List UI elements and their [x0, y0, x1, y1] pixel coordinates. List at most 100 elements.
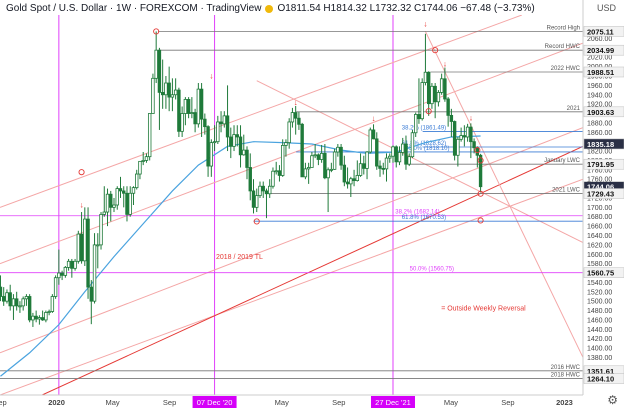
market-status-icon [265, 4, 274, 13]
candle [420, 78, 424, 121]
candle-body [462, 135, 467, 138]
candle-body [144, 156, 149, 161]
candle-body [66, 260, 71, 268]
candle [40, 310, 45, 321]
candle [280, 139, 285, 177]
candle [125, 186, 129, 222]
time-tick-label: Sep [332, 398, 345, 407]
price-tick-label: 1480.00 [587, 308, 612, 315]
channel-line [0, 42, 583, 265]
circle-marker [477, 157, 484, 164]
candle-body [293, 112, 298, 119]
price-tag-label: 1744.06 [587, 183, 614, 192]
candle-body [469, 126, 473, 143]
candle [180, 106, 184, 137]
candle [193, 108, 197, 133]
candle-body [212, 141, 217, 144]
candle [83, 207, 87, 266]
candle [138, 160, 142, 180]
level-label: January LWC [544, 158, 581, 164]
candle [465, 123, 470, 142]
time-tick-label: Sep [0, 398, 7, 407]
candle-body [284, 142, 288, 146]
price-tick-label: 1660.00 [587, 224, 612, 231]
candle [144, 153, 149, 163]
candle-body [128, 192, 132, 215]
candle [164, 75, 168, 109]
candle [449, 108, 454, 137]
candle-body [199, 88, 204, 120]
circle-marker [253, 218, 260, 225]
candle [186, 97, 191, 119]
candle-body [8, 292, 12, 307]
price-tag-box [583, 138, 624, 150]
currency-label[interactable]: USD [596, 3, 616, 13]
candle-body [319, 152, 324, 160]
candle-body [300, 123, 304, 178]
candle-body [345, 181, 350, 185]
date-tag-label: 27 Dec '21 [375, 398, 411, 407]
candle-body [118, 188, 123, 192]
candle-body [394, 146, 398, 163]
candle [397, 146, 402, 166]
plot-area: Record High Record HWC 2022 HWC 2021 January… [0, 15, 583, 395]
candle [27, 294, 32, 323]
candle [238, 125, 243, 168]
candle [34, 310, 38, 323]
candle [190, 97, 194, 119]
candle-body [18, 305, 22, 308]
candle [316, 153, 321, 166]
reversal-marker: ↓ [294, 98, 298, 107]
candle-body [131, 187, 136, 194]
candle-body [238, 136, 243, 156]
candle [222, 111, 227, 128]
candle-body [180, 113, 184, 132]
candle [183, 97, 188, 126]
candle [147, 113, 152, 161]
candle [96, 233, 100, 269]
price-tick-label: 1860.00 [587, 130, 612, 137]
candle [293, 106, 298, 135]
candle [433, 83, 437, 119]
candle [63, 265, 68, 278]
candle [66, 258, 71, 271]
candle-body [21, 298, 25, 307]
candle-body [439, 78, 444, 93]
candle-body [79, 233, 84, 262]
candle [229, 127, 233, 159]
price-tag-box [583, 188, 624, 199]
candle [423, 33, 428, 86]
candle [105, 188, 110, 227]
candle-body [342, 164, 347, 183]
candle [251, 179, 256, 214]
candle-body [164, 82, 168, 96]
candle [355, 160, 360, 182]
candle-body [349, 178, 353, 185]
candle-body [115, 188, 119, 206]
candle-body [112, 204, 116, 208]
candle-body [306, 167, 311, 170]
symbol-title[interactable]: Gold Spot / U.S. Dollar · 1W · FOREXCOM … [6, 3, 262, 14]
candle [232, 125, 236, 152]
price-tick-label: 1940.00 [587, 92, 612, 99]
circle-marker [153, 28, 160, 35]
candle-body [135, 173, 139, 189]
gear-icon[interactable]: ⚙ [607, 393, 618, 407]
candle-body [151, 77, 155, 114]
candle [478, 153, 483, 193]
candle [287, 118, 291, 149]
candle-body [274, 170, 278, 173]
candle-body [235, 134, 239, 138]
candle [255, 188, 259, 213]
candle [472, 138, 476, 154]
candle-body [271, 170, 275, 187]
date-tag-box [192, 396, 237, 408]
candle [154, 31, 158, 84]
candle-body [76, 233, 81, 262]
candle [86, 207, 90, 299]
candle [290, 107, 295, 128]
candle [368, 127, 372, 154]
ohlc-readout: O1811.54 H1814.32 L1732.32 C1744.06 −67.… [277, 3, 535, 14]
candle-body [436, 92, 441, 103]
